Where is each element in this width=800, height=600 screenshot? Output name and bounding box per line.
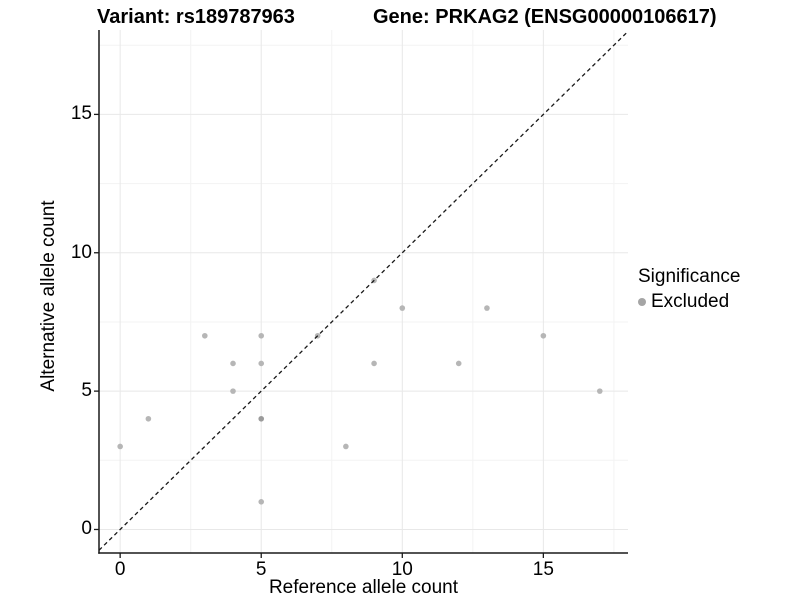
gridlines bbox=[99, 30, 628, 553]
data-point bbox=[399, 305, 406, 311]
legend-entry-label: Excluded bbox=[651, 291, 730, 312]
x-tick-label: 15 bbox=[532, 559, 554, 580]
x-tick-label: 0 bbox=[114, 559, 126, 580]
legend-key-dot-icon bbox=[638, 298, 646, 306]
y-tick-label: 0 bbox=[81, 518, 92, 540]
legend: Significance Excluded bbox=[638, 266, 740, 313]
y-tick-label: 10 bbox=[70, 241, 92, 263]
y-tick-label: 15 bbox=[70, 103, 92, 125]
data-point bbox=[230, 360, 236, 367]
identity-line bbox=[98, 30, 629, 551]
x-tick-label: 10 bbox=[391, 559, 413, 580]
data-point bbox=[258, 332, 265, 339]
data-point bbox=[343, 443, 349, 450]
y-axis-title: Alternative allele count bbox=[38, 200, 59, 392]
data-point bbox=[258, 415, 265, 422]
y-tick-label: 5 bbox=[81, 380, 92, 402]
legend-title: Significance bbox=[638, 266, 741, 287]
data-point bbox=[202, 332, 208, 339]
axis-lines bbox=[98, 30, 628, 554]
data-point bbox=[230, 388, 236, 394]
data-point bbox=[540, 332, 547, 339]
data-point bbox=[371, 360, 377, 367]
gene-title: Gene: PRKAG2 (ENSG00000106617) bbox=[373, 6, 717, 28]
legend-entry-excluded: Excluded bbox=[638, 291, 740, 313]
x-axis-title: Reference allele count bbox=[268, 577, 459, 598]
axis-ticks bbox=[94, 113, 545, 558]
data-point bbox=[484, 305, 490, 311]
data-point bbox=[117, 443, 123, 450]
variant-title: Variant: rs189787963 bbox=[97, 6, 295, 28]
data-point bbox=[258, 499, 265, 505]
identity-dashed-line bbox=[98, 30, 629, 551]
data-point bbox=[596, 388, 603, 394]
data-points-layer bbox=[117, 277, 603, 505]
data-point bbox=[258, 360, 265, 367]
x-tick-label: 5 bbox=[255, 559, 267, 580]
data-point bbox=[145, 415, 152, 422]
data-point bbox=[455, 360, 462, 367]
